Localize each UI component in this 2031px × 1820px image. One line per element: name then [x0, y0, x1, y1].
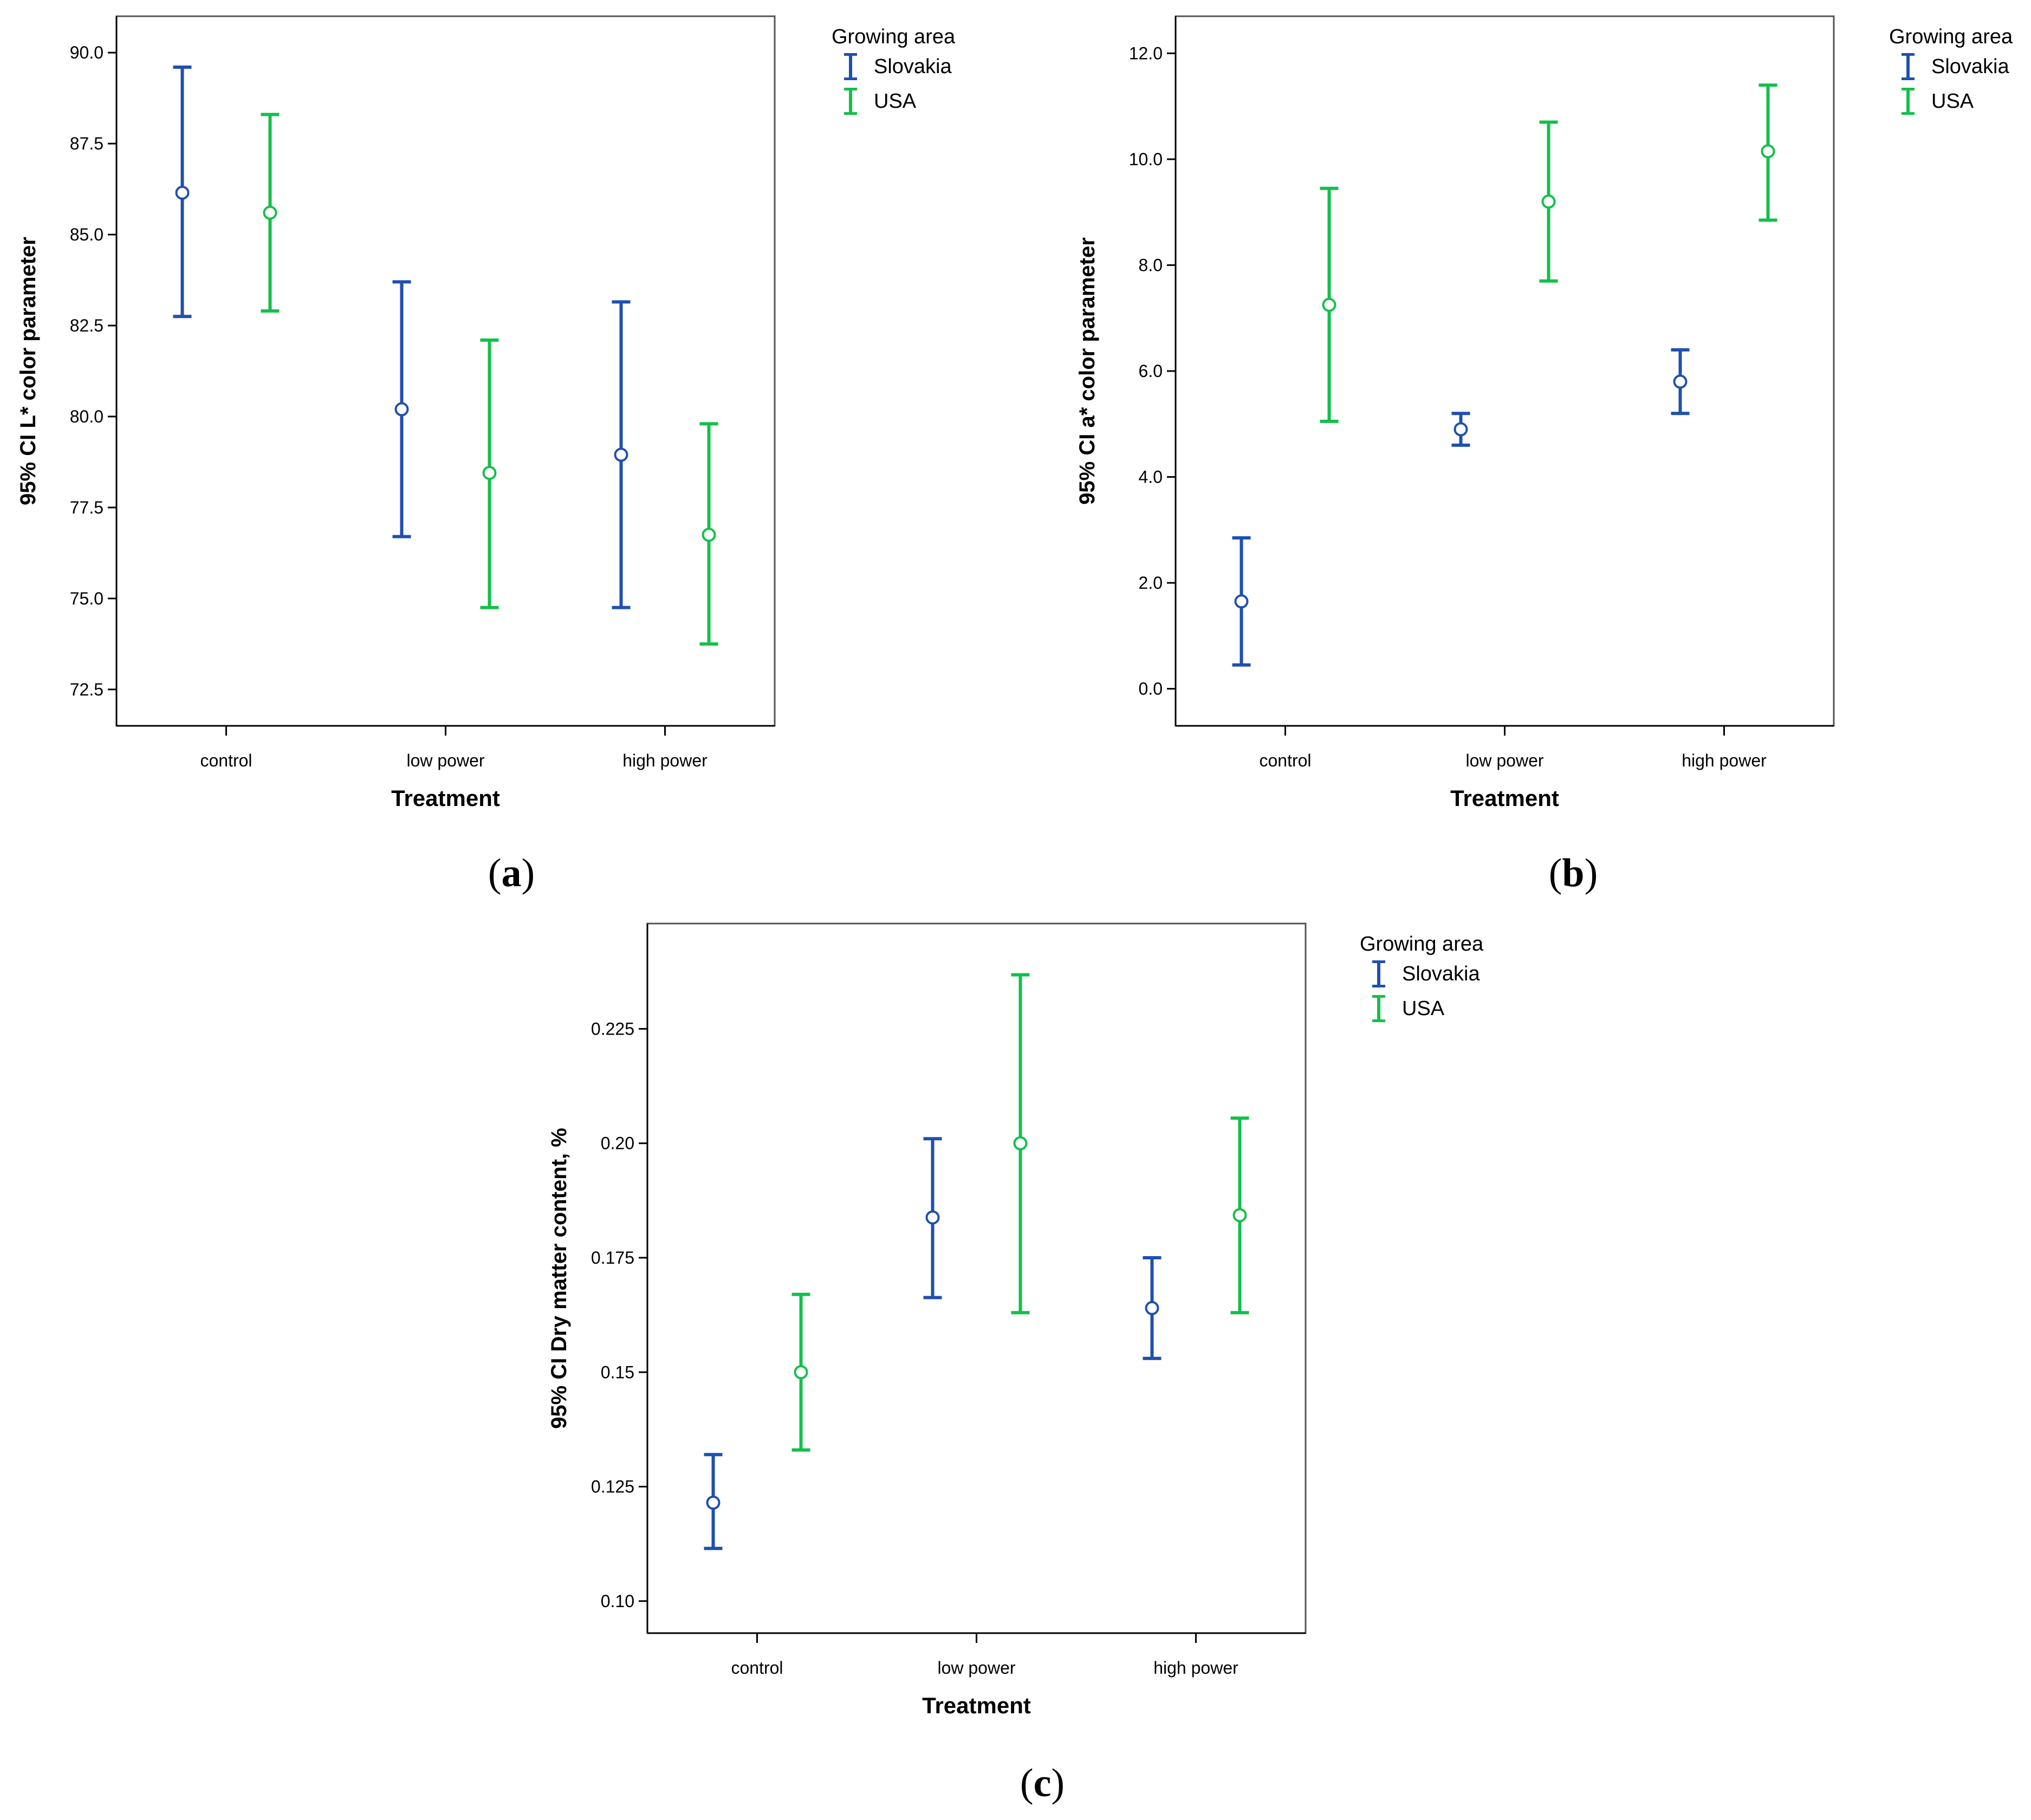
mean-point: [1232, 1208, 1247, 1223]
y-tick-label: 6.0: [1139, 361, 1163, 381]
mean-point: [394, 402, 409, 417]
y-tick-label: 87.5: [70, 134, 103, 153]
y-tick-label: 0.125: [591, 1477, 634, 1497]
x-tick-label: low power: [1465, 751, 1543, 770]
mean-point: [1454, 422, 1468, 437]
mean-point: [1322, 297, 1336, 312]
y-tick-label: 75.0: [70, 589, 103, 608]
x-tick-label: high power: [622, 751, 708, 770]
legend-item-slovakia: Slovakia: [1360, 957, 1483, 991]
mean-point: [794, 1365, 808, 1380]
x-tick-label: low power: [406, 751, 484, 770]
y-tick-label: 10.0: [1129, 150, 1163, 169]
legend-label: USA: [874, 89, 917, 113]
plot-frame: [646, 922, 1307, 1634]
y-tick-label: 12.0: [1129, 43, 1163, 63]
errorbar-legend-icon: [1897, 86, 1918, 117]
x-axis-title: Treatment: [1450, 785, 1559, 811]
mean-point: [482, 466, 497, 480]
panel-label-c: (c): [1020, 1761, 1065, 1805]
legend-label: USA: [1931, 89, 1974, 113]
mean-point: [1145, 1301, 1159, 1315]
plot-frame: [1175, 15, 1835, 727]
y-tick-label: 2.0: [1139, 573, 1163, 593]
y-tick-label: 85.0: [70, 225, 103, 244]
legend-title: Growing area: [1889, 25, 2013, 48]
y-tick-label: 80.0: [70, 407, 103, 426]
y-tick-label: 0.20: [601, 1134, 634, 1153]
x-axis-title: Treatment: [922, 1693, 1031, 1718]
errorbar-legend-icon: [839, 86, 861, 117]
mean-point: [925, 1210, 940, 1225]
mean-point: [263, 205, 277, 220]
y-tick-label: 8.0: [1139, 255, 1163, 275]
legend-title: Growing area: [832, 25, 956, 48]
legend-a: Growing area Slovakia USA: [832, 24, 955, 119]
legend-item-usa: USA: [832, 84, 955, 119]
y-tick-label: 90.0: [70, 43, 103, 62]
chart-panel-c: 0.10 0.125 0.15 0.175 0.20 0.225 control low po…: [547, 922, 1307, 1718]
x-axis-title: Treatment: [391, 785, 500, 811]
y-tick-label: 4.0: [1139, 467, 1163, 487]
mean-point: [614, 447, 628, 462]
plot-frame: [115, 15, 776, 727]
errorbar-legend-icon: [1367, 993, 1389, 1024]
errorbar-legend-icon: [1367, 958, 1389, 990]
legend-item-usa: USA: [1889, 84, 2013, 119]
mean-point: [1234, 594, 1249, 609]
chart-panel-b: 0.0 2.0 4.0 6.0 8.0 10.0 12.0 control low power h…: [1075, 15, 1835, 811]
x-tick-label: high power: [1682, 751, 1767, 770]
y-tick-label: 82.5: [70, 316, 103, 335]
mean-point: [1761, 144, 1775, 159]
series-slovakia: [704, 1137, 1162, 1550]
legend-label: Slovakia: [874, 55, 952, 78]
errorbar-legend-icon: [1897, 51, 1918, 82]
y-tick-label: 77.5: [70, 498, 103, 517]
y-axis-title: 95% CI a* color parameter: [1075, 237, 1099, 505]
mean-point: [1013, 1136, 1028, 1150]
errorbar-legend-icon: [839, 51, 861, 82]
y-tick-label: 0.225: [591, 1019, 634, 1038]
series-slovakia: [1232, 348, 1690, 667]
legend-c: Growing area Slovakia USA: [1360, 932, 1483, 1026]
mean-point: [706, 1496, 721, 1510]
x-tick-label: control: [1259, 751, 1311, 770]
mean-point: [1541, 194, 1556, 209]
legend-b: Growing area Slovakia USA: [1889, 24, 2013, 119]
legend-item-usa: USA: [1360, 991, 1483, 1026]
legend-label: USA: [1402, 997, 1445, 1020]
series-usa: [791, 973, 1249, 1452]
panel-label-a: (a): [488, 851, 535, 895]
y-tick-label: 0.15: [601, 1362, 634, 1382]
legend-item-slovakia: Slovakia: [1889, 49, 2013, 84]
series-slovakia: [173, 66, 631, 609]
y-tick-label: 0.10: [601, 1591, 634, 1611]
y-tick-label: 72.5: [70, 680, 103, 699]
legend-label: Slovakia: [1402, 962, 1480, 985]
legend-label: Slovakia: [1931, 55, 2009, 78]
x-tick-label: high power: [1153, 1658, 1238, 1678]
chart-panel-a: 72.5 75.0 77.5 80.0 82.5 85.0 87.5 90.0 control l…: [16, 15, 776, 811]
series-usa: [1320, 83, 1777, 423]
x-tick-label: control: [200, 751, 252, 770]
legend-item-slovakia: Slovakia: [832, 49, 955, 84]
x-tick-label: low power: [937, 1658, 1015, 1678]
mean-point: [175, 185, 190, 200]
panel-label-b: (b): [1548, 851, 1598, 895]
legend-title: Growing area: [1360, 933, 1484, 955]
series-usa: [261, 113, 718, 646]
y-axis-title: 95% CI L* color parameter: [16, 237, 40, 505]
y-tick-label: 0.175: [591, 1248, 634, 1268]
mean-point: [1673, 374, 1688, 389]
y-tick-label: 0.0: [1139, 679, 1163, 699]
mean-point: [702, 528, 716, 542]
y-axis-title: 95% CI Dry matter content, %: [547, 1128, 571, 1429]
x-tick-label: control: [731, 1658, 783, 1678]
